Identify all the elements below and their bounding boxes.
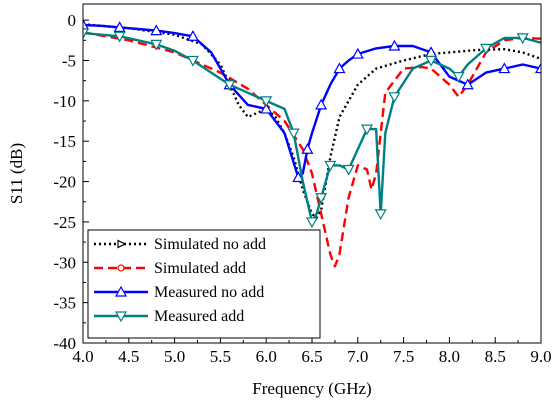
y-tick-label: -15 [53,132,76,151]
x-tick-label: 4.0 [72,347,93,366]
data-point [260,96,273,108]
legend-label: Measured add [154,308,244,325]
data-point [186,55,199,67]
data-point [150,24,163,36]
x-tick-label: 4.5 [118,347,139,366]
data-point [315,193,328,204]
x-tick-label: 5.0 [164,347,185,366]
legend-entry: Simulated add [94,260,246,277]
legend-marker [117,239,127,249]
data-point [498,62,511,74]
x-axis-title: Frequency (GHz) [252,379,371,398]
x-tick-label: 6.5 [301,347,322,366]
series-line [83,23,541,179]
y-tick-label: -5 [62,52,76,71]
data-point [516,33,529,45]
data-point [83,28,90,40]
legend-entry: Simulated no add [94,236,266,253]
series-layer [83,18,541,268]
legend-marker [114,285,128,297]
data-point [287,128,300,140]
data-point [374,209,387,221]
series-line [83,23,541,220]
legend-entry: Measured no add [94,284,264,301]
series-2 [83,18,541,183]
legend: Simulated no add Simulated add Measured no… [87,229,321,339]
legend-label: Measured no add [154,284,264,301]
y-tick-label: 0 [68,11,77,30]
x-tick-label: 7.5 [393,347,414,366]
y-tick-label: -25 [53,213,76,232]
data-point [333,62,346,74]
data-point [305,217,319,229]
x-tick-label: 7.0 [347,347,368,366]
series-line [83,31,541,224]
y-tick-label: -20 [53,173,76,192]
data-point [360,124,373,136]
data-point [351,47,364,59]
data-point [342,164,355,176]
x-tick-label: 8.5 [485,347,506,366]
y-tick-label: -40 [53,334,76,353]
data-point [534,62,541,74]
data-point [186,30,199,41]
data-point [388,39,401,51]
x-tick-label: 8.0 [439,347,460,366]
series-1 [83,31,541,268]
data-point [452,72,465,83]
x-tick-label: 5.5 [210,347,231,366]
series-3 [83,28,541,229]
data-point [324,160,337,172]
data-point [260,102,273,114]
x-axis: 4.0 4.5 5.0 5.5 6.0 6.5 7.0 7.5 8.0 8.5 9.0 [72,337,552,366]
data-point [113,31,126,43]
data-point [425,55,438,67]
data-point [113,21,126,33]
series-line [83,31,541,268]
y-axis: 0 -5 -10 -15 -20 -25 -30 -35 -40 [53,11,89,353]
data-point [150,39,163,51]
data-point [315,98,328,110]
legend-label: Simulated no add [154,236,266,253]
series-0 [83,23,541,220]
y-tick-label: -35 [53,294,76,313]
legend-label: Simulated add [154,260,246,277]
y-tick-label: -10 [53,92,76,111]
data-point [83,18,90,30]
legend-marker [114,311,128,323]
legend-marker [117,264,125,272]
x-tick-label: 9.0 [530,347,551,366]
data-point [223,80,236,91]
legend-entry: Measured add [94,308,244,325]
data-point [388,92,401,104]
data-point [461,78,474,90]
legend-box [87,229,321,339]
data-point [301,143,314,154]
data-point [480,43,493,55]
y-tick-label: -30 [53,253,76,272]
y-axis-title: S11 (dB) [7,143,26,204]
x-tick-label: 6.0 [256,347,277,366]
